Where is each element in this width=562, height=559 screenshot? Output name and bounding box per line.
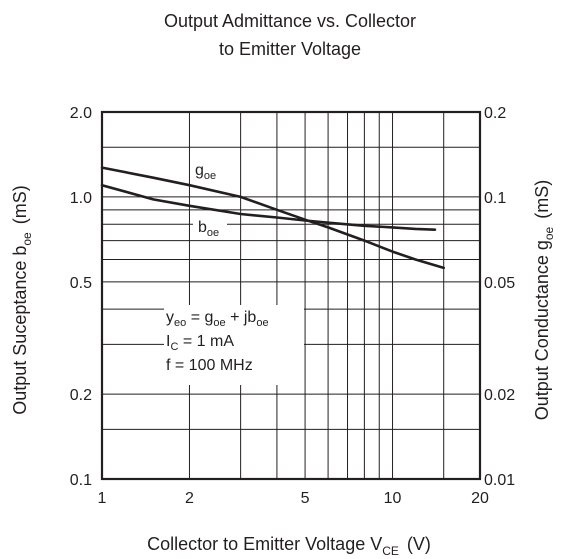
- y-left-tick-label: 0.2: [70, 387, 92, 404]
- series-label-goe: goe: [195, 162, 216, 182]
- y-right-tick-label: 0.2: [484, 105, 506, 122]
- y-left-tick-label: 1.0: [70, 190, 92, 207]
- x-tick-label: 2: [185, 490, 194, 507]
- x-tick-label: 5: [301, 490, 310, 507]
- series-label-bg: [193, 216, 227, 236]
- annotation-line-2: IC = 1 mA: [166, 333, 234, 353]
- y-right-tick-label: 0.1: [484, 190, 506, 207]
- y-right-axis-label: Output Conductance goe(mS): [532, 180, 556, 420]
- annotation-box: [164, 305, 304, 385]
- curves: [100, 166, 445, 270]
- x-tick-label: 10: [384, 490, 402, 507]
- y-left-tick-label: 0.1: [70, 472, 92, 489]
- series-curve-boe: [100, 183, 437, 231]
- y-right-tick-label: 0.02: [484, 387, 515, 404]
- series-label-boe: boe: [198, 219, 219, 239]
- series-label-bg: [190, 160, 220, 180]
- series-labels: goe boe: [190, 160, 227, 239]
- y-right-tick-label: 0.05: [484, 275, 515, 292]
- plot-frame: [100, 110, 482, 481]
- x-tick-label: 20: [471, 490, 489, 507]
- chart-title-line-2: to Emitter Voltage: [219, 39, 361, 59]
- y-left-tick-label: 0.5: [70, 275, 92, 292]
- annotation-line-3: f = 100 MHz: [166, 357, 253, 374]
- x-tick-label: 1: [98, 490, 107, 507]
- chart-title-line-1: Output Admittance vs. Collector: [164, 11, 416, 31]
- y-right-tick-label: 0.01: [484, 472, 515, 489]
- x-axis-label: Collector to Emitter Voltage VCE (V): [147, 534, 431, 558]
- y-left-tick-label: 2.0: [70, 105, 92, 122]
- tick-labels: 1 2 5 10 20 0.1 0.2 0.5 1.0 2.0 0.01 0.02 0.05 0.1 0.2: [70, 105, 515, 507]
- annotation-line-1: yeo = goe + jboe: [166, 309, 269, 329]
- grid: [102, 112, 480, 479]
- y-left-axis-label: Output Suceptance boe(mS): [10, 185, 34, 414]
